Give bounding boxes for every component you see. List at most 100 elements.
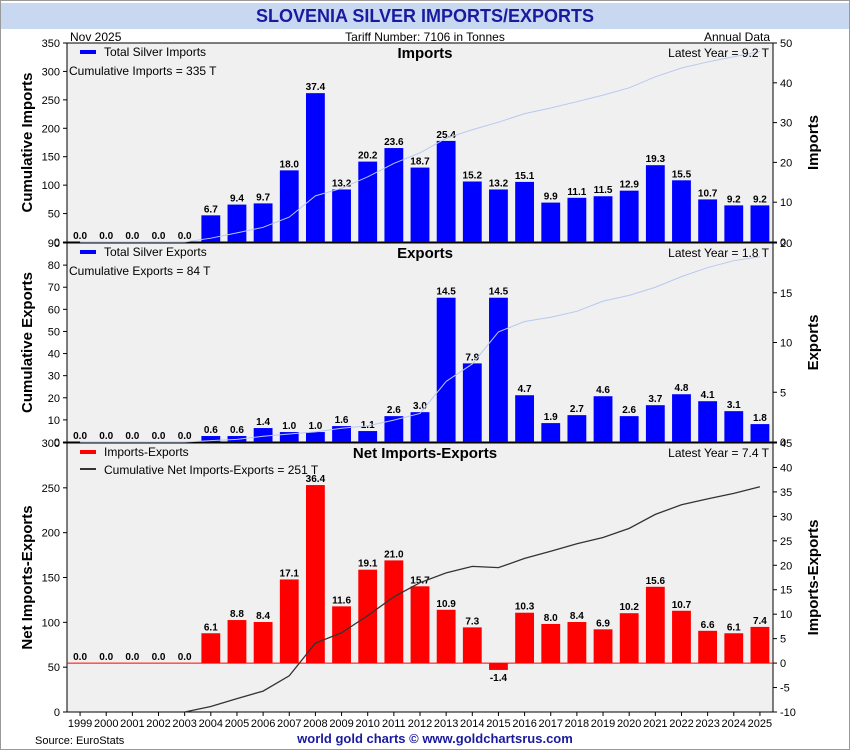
value-label-2009: 13.2 <box>332 178 352 189</box>
plot-area <box>66 442 774 713</box>
right-tick-label: 5 <box>780 634 786 646</box>
x-tick-label-2007: 2007 <box>277 718 301 730</box>
value-label-2003: 0.0 <box>178 431 192 442</box>
value-label-2023: 10.7 <box>698 188 718 199</box>
left-tick-label: 200 <box>42 528 60 540</box>
bar-2018 <box>567 622 587 664</box>
x-tick-label-2022: 2022 <box>669 718 693 730</box>
value-label-2009: 11.6 <box>332 595 351 606</box>
left-tick-label: 50 <box>48 326 60 338</box>
x-tick-label-2017: 2017 <box>538 718 562 730</box>
x-tick-label-2010: 2010 <box>355 718 379 730</box>
value-label-2008: 1.0 <box>308 421 322 432</box>
site-credit: world gold charts © www.goldchartsrus.co… <box>296 731 573 746</box>
value-label-2009: 1.6 <box>335 415 349 426</box>
left-axis-title: Cumulative Exports <box>19 272 36 413</box>
bar-2012 <box>410 586 430 664</box>
bar-2011 <box>384 148 404 242</box>
value-label-2014: 15.2 <box>463 171 483 182</box>
right-tick-label: 15 <box>780 288 792 300</box>
value-label-2012: 15.7 <box>410 575 430 586</box>
value-label-2024: 6.1 <box>727 622 741 633</box>
right-tick-label: 35 <box>780 487 792 499</box>
value-label-2015: -1.4 <box>490 673 508 684</box>
x-tick-label-2006: 2006 <box>251 718 275 730</box>
bar-2008 <box>305 432 325 442</box>
value-label-2007: 18.0 <box>280 159 300 170</box>
bar-2013 <box>436 297 456 442</box>
left-tick-label: 100 <box>42 180 60 192</box>
value-label-2013: 10.9 <box>436 599 456 610</box>
panel-title: Net Imports-Exports <box>353 445 497 462</box>
bar-2006 <box>253 428 273 442</box>
value-label-2018: 11.1 <box>567 187 586 198</box>
bar-2010 <box>358 161 378 242</box>
bar-2009 <box>332 189 351 242</box>
bar-2023 <box>698 199 718 242</box>
value-label-2003: 0.0 <box>178 231 192 242</box>
bar-2017 <box>541 423 561 442</box>
x-tick-label-2019: 2019 <box>591 718 615 730</box>
left-tick-label: 10 <box>48 415 60 427</box>
value-label-2002: 0.0 <box>152 431 166 442</box>
x-tick-label-2024: 2024 <box>722 718 746 730</box>
chart-title: SLOVENIA SILVER IMPORTS/EXPORTS <box>256 6 594 26</box>
value-label-2025: 9.2 <box>753 194 767 205</box>
cumulative-line <box>80 486 761 713</box>
legend-swatch <box>80 50 96 54</box>
right-tick-label: 20 <box>780 238 792 250</box>
bar-2020 <box>619 613 639 664</box>
x-tick-label-2003: 2003 <box>172 718 196 730</box>
left-tick-label: 40 <box>48 349 60 361</box>
left-tick-label: 300 <box>42 66 60 78</box>
bar-2007 <box>279 170 299 242</box>
report-date: Nov 2025 <box>70 30 122 44</box>
value-label-2019: 4.6 <box>596 385 610 396</box>
left-tick-label: 20 <box>48 393 60 405</box>
value-label-2010: 19.1 <box>358 559 378 570</box>
cumulative-line <box>80 50 761 243</box>
cumulative-total: Cumulative Imports = 335 T <box>69 64 217 78</box>
value-label-2004: 6.7 <box>204 204 218 215</box>
x-tick-label-2000: 2000 <box>94 718 118 730</box>
bar-2021 <box>645 165 665 242</box>
bar-2017 <box>541 202 561 242</box>
left-tick-label: 90 <box>48 238 60 250</box>
right-tick-label: -5 <box>780 683 790 695</box>
x-tick-label-2008: 2008 <box>303 718 327 730</box>
bar-2008 <box>305 485 325 664</box>
x-tick-label-2009: 2009 <box>329 718 353 730</box>
legend-label: Total Silver Exports <box>104 245 207 259</box>
value-label-2011: 23.6 <box>384 137 404 148</box>
bar-2005 <box>227 204 247 242</box>
bar-2018 <box>567 415 587 442</box>
bar-2004 <box>201 436 221 442</box>
left-tick-label: 60 <box>48 304 60 316</box>
left-tick-label: 30 <box>48 371 60 383</box>
value-label-2013: 14.5 <box>436 287 456 298</box>
bar-2009 <box>332 426 351 442</box>
left-axis-title: Net Imports-Exports <box>19 505 36 649</box>
bar-2007 <box>279 432 299 442</box>
bar-2015 <box>489 297 508 442</box>
value-label-2004: 6.1 <box>204 622 218 633</box>
value-label-2016: 15.1 <box>515 171 535 182</box>
value-label-2008: 36.4 <box>306 474 326 485</box>
bar-2022 <box>672 394 691 442</box>
left-tick-label: 350 <box>42 38 60 50</box>
x-tick-label-2011: 2011 <box>382 718 406 730</box>
right-tick-label: 50 <box>780 38 792 50</box>
right-tick-label: 10 <box>780 609 792 621</box>
value-label-2003: 0.0 <box>178 652 192 663</box>
x-tick-label-2004: 2004 <box>199 718 223 730</box>
value-label-2024: 9.2 <box>727 194 741 205</box>
bar-2020 <box>619 416 639 442</box>
value-label-2005: 8.8 <box>230 609 244 620</box>
value-label-2014: 7.3 <box>465 616 479 627</box>
bar-2023 <box>698 401 718 442</box>
x-tick-label-2018: 2018 <box>565 718 589 730</box>
cumulative-total: Cumulative Exports = 84 T <box>69 264 211 278</box>
panel-net: 050100150200250300-10-505101520253035404… <box>19 438 822 730</box>
bar-2004 <box>201 633 221 664</box>
